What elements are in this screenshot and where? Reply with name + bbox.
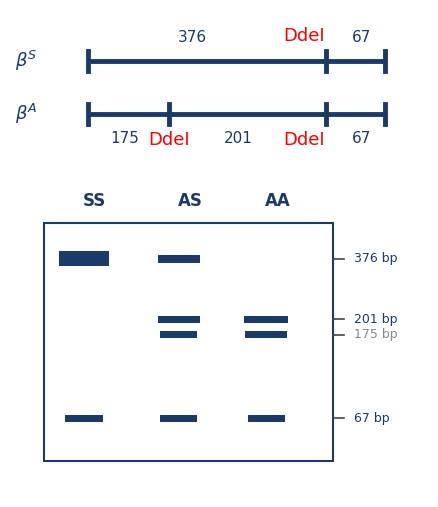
Text: DdeI: DdeI	[148, 131, 190, 149]
Bar	[65, 415, 102, 422]
Bar	[244, 315, 288, 323]
Text: SS: SS	[82, 192, 106, 210]
Bar	[245, 331, 287, 339]
Text: 175: 175	[110, 131, 139, 146]
Text: $\beta^S$: $\beta^S$	[15, 49, 38, 73]
Bar	[160, 415, 197, 422]
Text: 201: 201	[224, 131, 253, 146]
Bar	[160, 331, 197, 339]
Bar	[59, 251, 110, 266]
Text: 376 bp: 376 bp	[354, 252, 397, 265]
Text: AS: AS	[178, 192, 203, 210]
Text: 67: 67	[352, 131, 371, 146]
Text: DdeI: DdeI	[283, 26, 325, 45]
Text: $\beta^A$: $\beta^A$	[15, 102, 38, 126]
Bar	[158, 255, 200, 263]
Text: 67: 67	[352, 29, 371, 45]
Text: 201 bp: 201 bp	[354, 313, 397, 326]
Text: 175 bp: 175 bp	[354, 328, 397, 341]
Text: DdeI: DdeI	[283, 131, 325, 149]
Text: AA: AA	[265, 192, 291, 210]
Bar	[248, 415, 285, 422]
Bar	[158, 315, 200, 323]
Text: 376: 376	[178, 29, 207, 45]
Bar	[44, 223, 333, 461]
Text: 67 bp: 67 bp	[354, 412, 389, 425]
